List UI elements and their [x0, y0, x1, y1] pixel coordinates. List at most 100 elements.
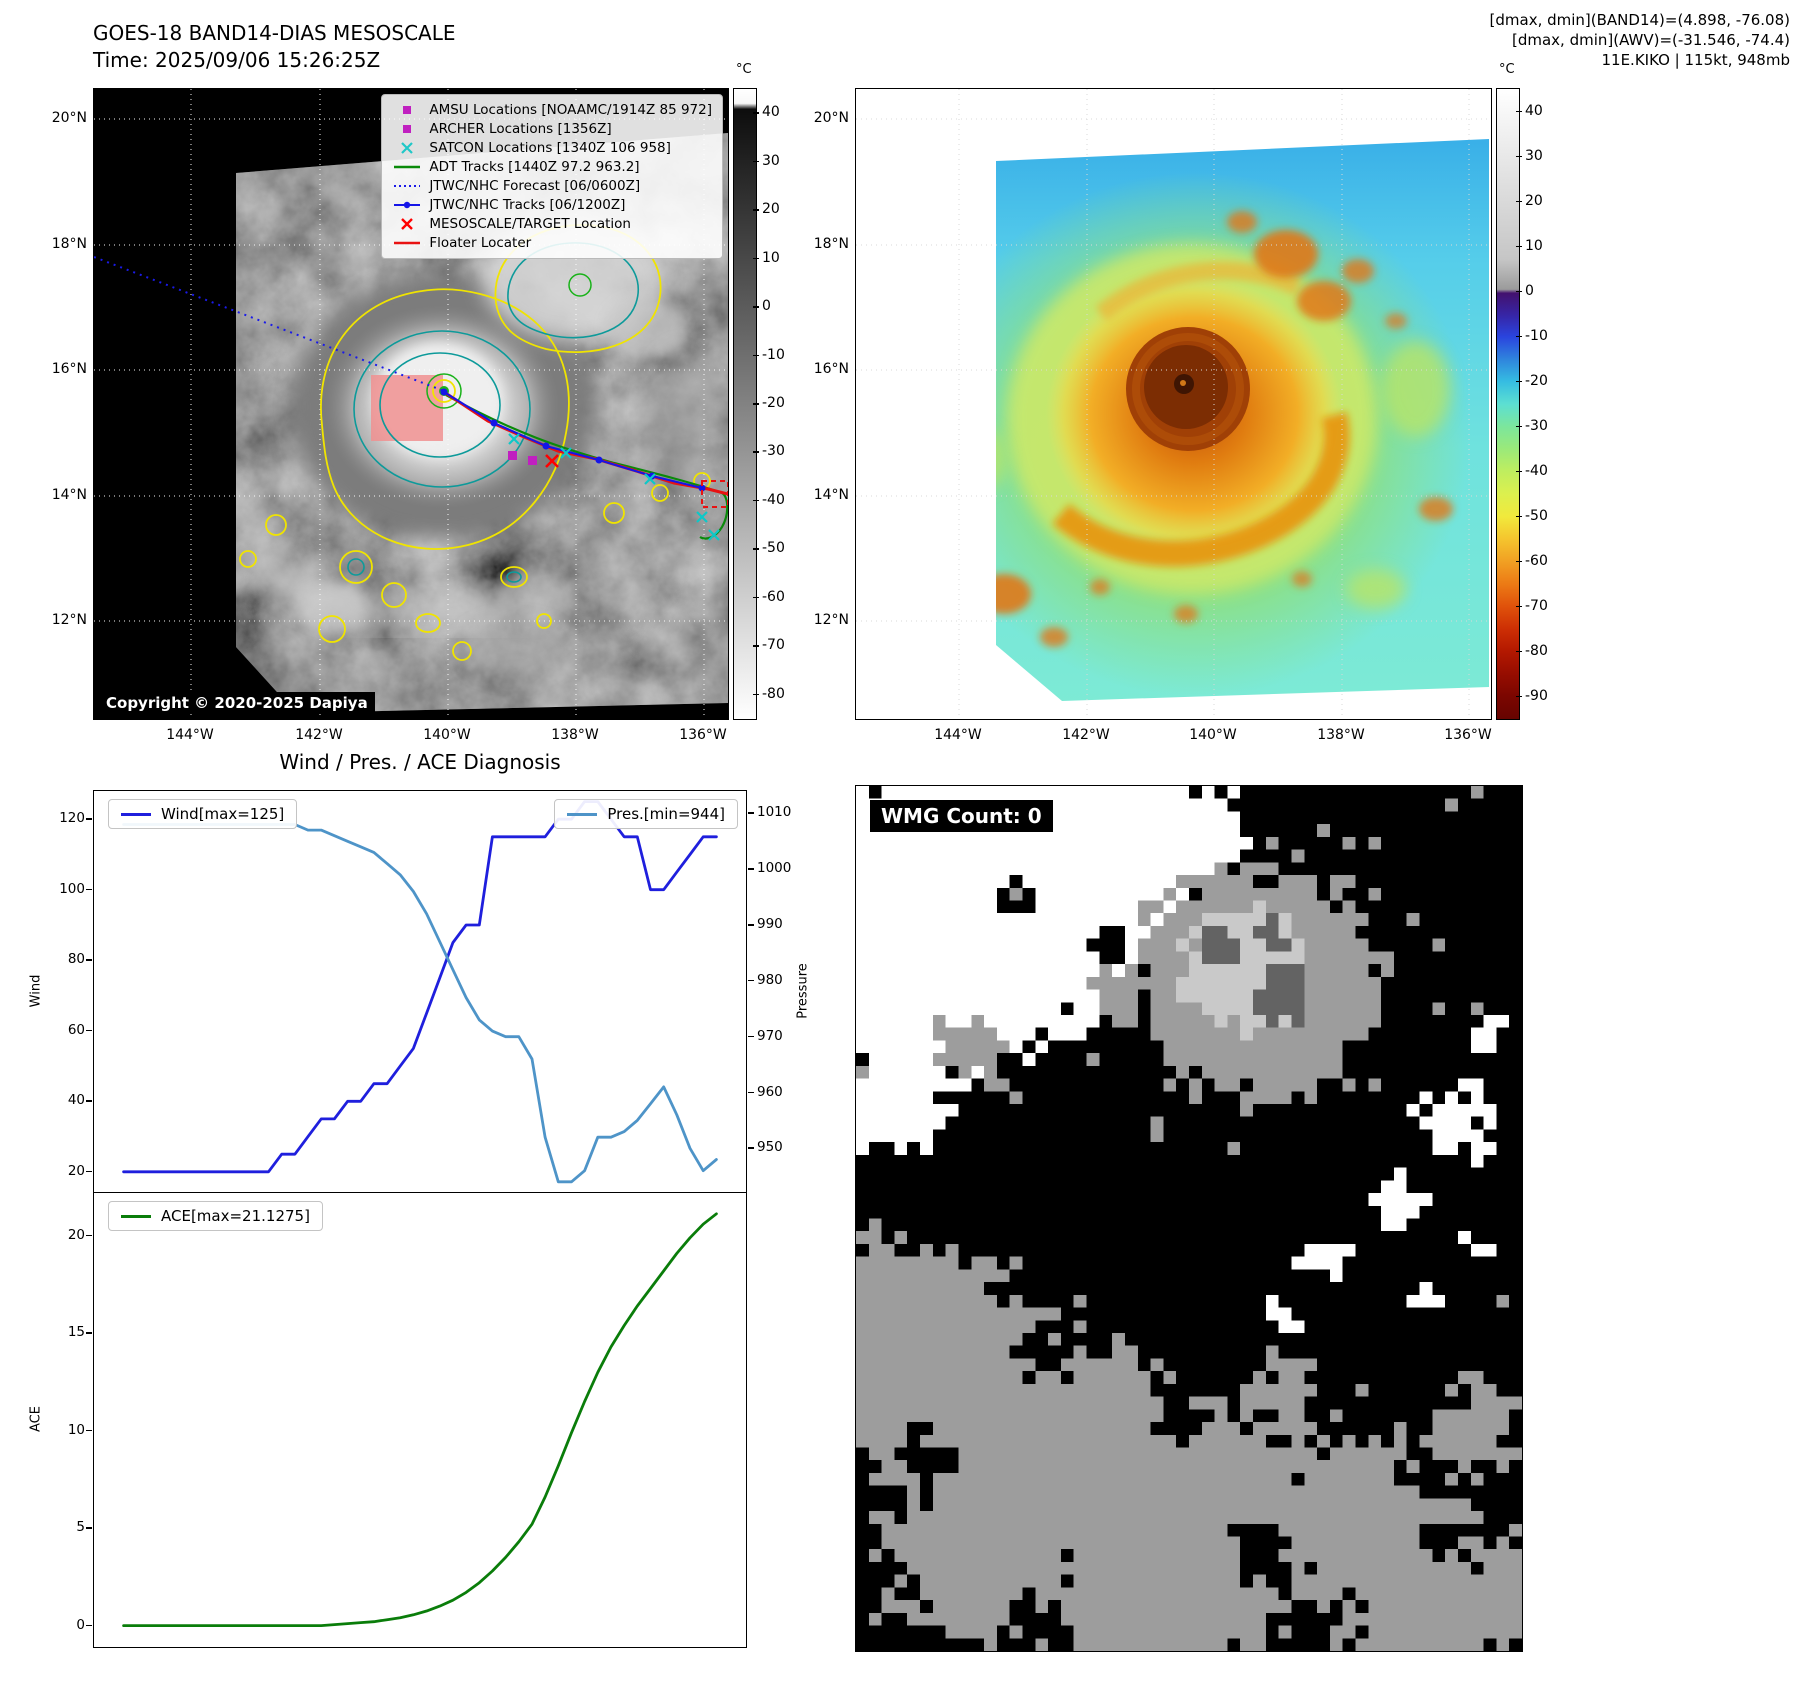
tick-mark — [748, 979, 754, 982]
y-tick-label: 18°N — [51, 236, 87, 252]
legend-item-target: MESOSCALE/TARGET Location — [392, 216, 712, 232]
y-tick-label: 10 — [67, 1421, 85, 1438]
jtwc-line-dot-icon — [392, 198, 422, 212]
colorbar-tick-label: -40 — [762, 491, 785, 508]
colorbar-tick-label: -70 — [762, 637, 785, 654]
tick-mark — [748, 1035, 754, 1038]
y-tick-label: 1010 — [757, 804, 792, 821]
band14-colorbar — [733, 88, 757, 720]
awv-colorbar — [1496, 88, 1520, 720]
pressure-legend: Pres.[min=944] — [554, 799, 738, 829]
tick-mark — [86, 818, 92, 820]
panel2-header: [dmax, dmin](BAND14)=(4.898, -76.08) [dm… — [1270, 10, 1790, 70]
amsu-square-icon — [392, 103, 422, 117]
colorbar-tick-label: 40 — [1525, 102, 1543, 119]
y-tick-label: 20°N — [813, 110, 849, 126]
colorbar-tick-label: 10 — [1525, 237, 1543, 254]
colorbar1-unit-label: °C — [736, 62, 752, 77]
y-tick-label: 40 — [67, 1092, 85, 1109]
y-tick-label: 14°N — [51, 487, 87, 503]
y-tick-label: 100 — [59, 880, 85, 897]
legend-label: SATCON Locations [1340Z 106 958] — [429, 140, 671, 156]
satcon-x-markers — [508, 433, 720, 541]
x-tick-label: 140°W — [423, 727, 471, 743]
tick-mark — [86, 1100, 92, 1102]
map-legend: AMSU Locations [NOAAMC/1914Z 85 972] ARC… — [381, 94, 723, 259]
panel1-title: GOES-18 BAND14-DIAS MESOSCALE — [93, 21, 456, 45]
colorbar2-unit-label: °C — [1499, 62, 1515, 77]
y-tick-label: 970 — [757, 1027, 783, 1044]
tick-mark — [86, 1624, 92, 1627]
colorbar-tick-label: -40 — [1525, 462, 1548, 479]
colorbar-tick-label: -10 — [762, 346, 785, 363]
band14-satellite-map: AMSU Locations [NOAAMC/1914Z 85 972] ARC… — [93, 88, 729, 720]
x-tick-label: 138°W — [551, 727, 599, 743]
legend-item-amsu: AMSU Locations [NOAAMC/1914Z 85 972] — [392, 102, 712, 118]
x-tick-label: 142°W — [1062, 727, 1110, 743]
wind-axis-label: Wind — [28, 974, 44, 1008]
tick-mark — [748, 1147, 754, 1149]
tick-mark — [748, 868, 754, 870]
colorbar-tick-label: -30 — [1525, 417, 1548, 434]
ace-line-sample-icon — [121, 1214, 151, 1218]
wind-legend: Wind[max=125] — [108, 799, 298, 829]
adt-line-icon — [392, 160, 422, 174]
y-tick-label: 20°N — [51, 110, 87, 126]
colorbar-tick-label: -30 — [762, 443, 785, 460]
ir-contours-green — [426, 273, 592, 409]
line-series — [122, 1212, 718, 1628]
y-tick-label: 950 — [757, 1139, 783, 1156]
colorbar-tick-label: -80 — [762, 685, 785, 702]
pressure-axis-label: Pressure — [795, 963, 811, 1019]
x-tick-label: 144°W — [934, 727, 982, 743]
target-x-icon — [392, 217, 422, 231]
diagnosis-title: Wind / Pres. / ACE Diagnosis — [279, 750, 561, 774]
awv-satellite-map — [855, 88, 1492, 720]
lat-lon-grid — [856, 89, 1491, 719]
colorbar-tick-label: 0 — [762, 298, 771, 315]
colorbar-tick-label: 10 — [762, 249, 780, 266]
tick-mark — [748, 1091, 754, 1093]
tick-mark — [86, 888, 92, 891]
y-tick-label: 80 — [67, 951, 85, 968]
forecast-dotted-line-icon — [392, 179, 422, 193]
y-tick-label: 60 — [67, 1021, 85, 1038]
adt-track-line — [445, 394, 728, 540]
mid-cloud-patches — [996, 341, 1450, 609]
colorbar-tick-label: -70 — [1525, 597, 1548, 614]
amsu-archer-markers — [508, 451, 537, 465]
wmg-count-label: WMG Count: 0 — [870, 800, 1053, 832]
y-tick-label: 5 — [76, 1519, 85, 1536]
wmg-pixel-image — [856, 786, 1522, 1651]
legend-item-floater: Floater Locater — [392, 235, 712, 251]
line-series — [122, 823, 718, 1184]
legend-item-forecast: JTWC/NHC Forecast [06/0600Z] — [392, 178, 712, 194]
dmax-dmin-awv-label: [dmax, dmin](AWV)=(-31.546, -74.4) — [1511, 31, 1790, 49]
x-tick-label: 142°W — [295, 727, 343, 743]
legend-label: ADT Tracks [1440Z 97.2 963.2] — [429, 159, 640, 175]
legend-item-archer: ARCHER Locations [1356Z] — [392, 121, 712, 137]
colorbar-tick-label: -20 — [762, 395, 785, 411]
panel1-title-block: GOES-18 BAND14-DIAS MESOSCALE Time: 2025… — [93, 20, 456, 74]
wind-line-sample-icon — [121, 812, 151, 816]
line-series — [122, 800, 718, 1174]
y-tick-label: 1000 — [757, 860, 792, 877]
awv-sector — [996, 139, 1489, 701]
jtwc-track-line — [440, 388, 706, 492]
colorbar-tick-label: -60 — [1525, 552, 1548, 569]
colorbar-tick-label: -50 — [762, 540, 785, 557]
tick-mark — [86, 959, 92, 961]
tick-mark — [748, 812, 754, 814]
y-tick-label: 960 — [757, 1083, 783, 1100]
tick-mark — [86, 1429, 92, 1432]
x-tick-label: 144°W — [166, 727, 214, 743]
tick-mark — [86, 1332, 92, 1334]
colorbar-tick-label: -60 — [762, 588, 785, 605]
y-tick-label: 18°N — [813, 236, 849, 252]
y-tick-label: 12°N — [51, 612, 87, 628]
legend-label: Floater Locater — [429, 235, 532, 251]
tick-mark — [86, 1234, 92, 1237]
ir-contours-yellow — [239, 224, 711, 661]
tick-mark — [86, 1170, 92, 1173]
